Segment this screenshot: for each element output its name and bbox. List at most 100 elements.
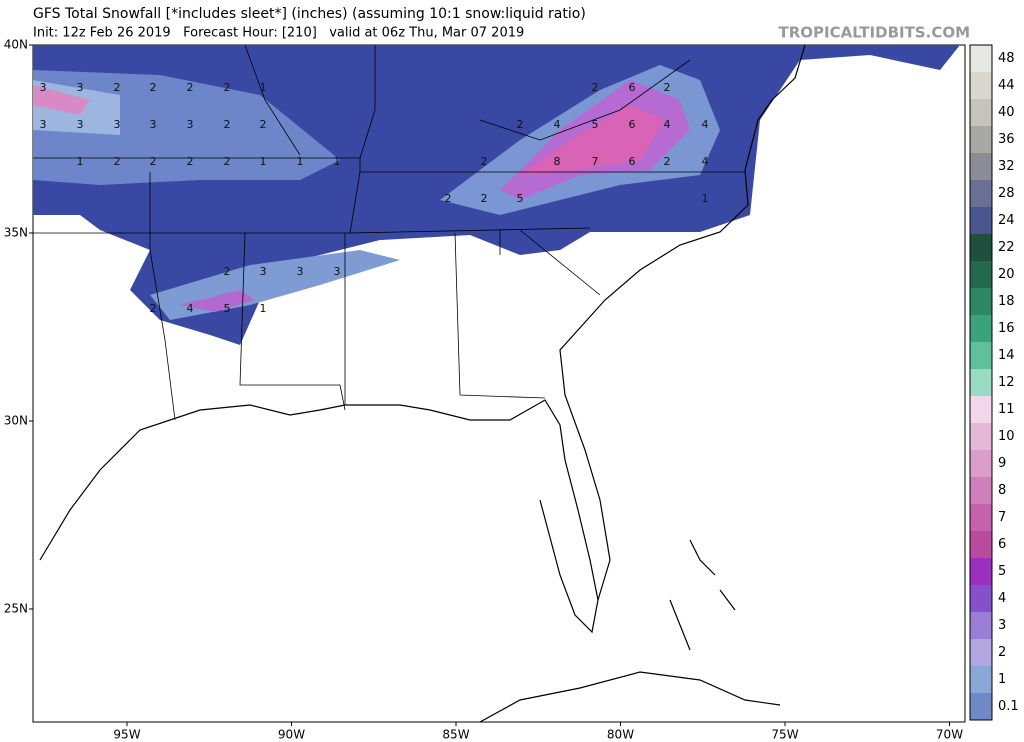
colorbar-label: 3 — [998, 618, 1006, 633]
border — [499, 229, 601, 296]
colorbar-label: 8 — [998, 483, 1006, 498]
contour-label: 1 — [260, 81, 267, 94]
lat-label: 30N — [4, 414, 28, 428]
colorbar-label: 6 — [998, 537, 1006, 552]
contour-label: 6 — [629, 81, 636, 94]
contour-label: 2 — [187, 81, 194, 94]
contour-label: 5 — [224, 302, 231, 315]
colorbar-swatch — [970, 639, 992, 666]
colorbar-label: 0.1 — [998, 699, 1019, 714]
colorbar-label: 16 — [998, 321, 1015, 336]
site-name: TROPICALTIDBITS.COM — [779, 24, 971, 42]
contour-label: 3 — [77, 81, 84, 94]
contour-labels: 3 3 2 2 2 2 1 3 3 3 3 3 2 2 1 2 2 2 2 1 1 1 2 3 3 3 2 4 5 1 2 6 2 2 4 5 6 4 4 2… — [40, 81, 709, 315]
subtitle: Init: 12z Feb 26 2019 Forecast Hour: [21… — [33, 26, 524, 41]
contour-label: 6 — [629, 118, 636, 131]
colorbar-label: 10 — [998, 429, 1015, 444]
colorbar-swatch — [970, 342, 992, 369]
colorbar-swatch — [970, 693, 992, 720]
border — [33, 157, 745, 173]
contour-label: 2 — [481, 155, 488, 168]
colorbar-swatch — [970, 261, 992, 288]
contour-label: 2 — [517, 118, 524, 131]
contour-label: 2 — [150, 302, 157, 315]
colorbar-label: 11 — [998, 402, 1015, 417]
contour-label: 2 — [592, 81, 599, 94]
colorbar-swatch — [970, 99, 992, 126]
contour-label: 2 — [664, 155, 671, 168]
colorbar-swatch — [970, 153, 992, 180]
lat-label: 35N — [4, 226, 28, 240]
contour-label: 1 — [297, 155, 304, 168]
colorbar-label: 2 — [998, 645, 1006, 660]
colorbar-swatch — [970, 558, 992, 585]
colorbar: 4844403632282422201816141211109876543210… — [969, 44, 1019, 721]
colorbar-label: 14 — [998, 348, 1015, 363]
colorbar-label: 28 — [998, 186, 1015, 201]
contour-label: 2 — [224, 155, 231, 168]
lon-label: 75W — [771, 728, 798, 742]
colorbar-swatch — [970, 531, 992, 558]
contour-label: 2 — [187, 155, 194, 168]
colorbar-swatch — [970, 450, 992, 477]
lon-label: 85W — [442, 728, 469, 742]
contour-label: 5 — [517, 192, 524, 205]
snow-band — [180, 290, 255, 312]
contour-label: 2 — [224, 81, 231, 94]
border — [479, 59, 691, 141]
atlantic-coast — [559, 44, 806, 601]
contour-label: 4 — [187, 302, 194, 315]
colorbar-frame — [969, 44, 993, 721]
colorbar-swatch — [970, 585, 992, 612]
contour-label: 4 — [702, 155, 709, 168]
colorbar-swatch — [970, 72, 992, 99]
contour-label: 3 — [77, 118, 84, 131]
lon-label: 90W — [278, 728, 305, 742]
gulf-coast — [39, 399, 599, 634]
contour-label: 2 — [224, 118, 231, 131]
axis-labels: 40N 35N 30N 25N 95W 90W 85W 80W 75W 70W — [4, 38, 963, 742]
contour-label: 7 — [592, 155, 599, 168]
snow-band — [520, 105, 665, 175]
colorbar-label: 40 — [998, 105, 1015, 120]
coastline — [39, 44, 806, 723]
contour-label: 4 — [554, 118, 561, 131]
contour-label: 2 — [224, 265, 231, 278]
colorbar-swatch — [970, 612, 992, 639]
contour-label: 8 — [554, 155, 561, 168]
contour-label: 6 — [629, 155, 636, 168]
contour-label: 3 — [187, 118, 194, 131]
contour-label: 3 — [150, 118, 157, 131]
colorbar-label: 36 — [998, 132, 1015, 147]
lon-label: 80W — [607, 728, 634, 742]
lat-label: 40N — [4, 38, 28, 52]
snow-band — [33, 85, 90, 115]
contour-label: 1 — [260, 155, 267, 168]
border — [344, 232, 546, 405]
lon-label: 70W — [936, 728, 963, 742]
contour-label: 3 — [40, 118, 47, 131]
contour-label: 2 — [481, 192, 488, 205]
contour-label: 2 — [114, 155, 121, 168]
colorbar-swatch — [970, 504, 992, 531]
colorbar-swatch — [970, 126, 992, 153]
colorbar-swatch — [970, 396, 992, 423]
colorbar-label: 24 — [998, 213, 1015, 228]
contour-label: 3 — [260, 265, 267, 278]
cuba-coast — [479, 671, 781, 723]
contour-label: 2 — [150, 81, 157, 94]
colorbar-swatch — [970, 423, 992, 450]
colorbar-label: 7 — [998, 510, 1006, 525]
title: GFS Total Snowfall [*includes sleet*] (i… — [33, 6, 586, 22]
colorbar-label: 32 — [998, 159, 1015, 174]
contour-label: 2 — [664, 81, 671, 94]
contour-label: 2 — [114, 81, 121, 94]
border — [239, 232, 346, 411]
contour-label: 4 — [702, 118, 709, 131]
colorbar-label: 20 — [998, 267, 1015, 282]
colorbar-label: 12 — [998, 375, 1015, 390]
colorbar-label: 5 — [998, 564, 1006, 579]
colorbar-swatch — [970, 315, 992, 342]
snow-shading — [33, 45, 960, 345]
